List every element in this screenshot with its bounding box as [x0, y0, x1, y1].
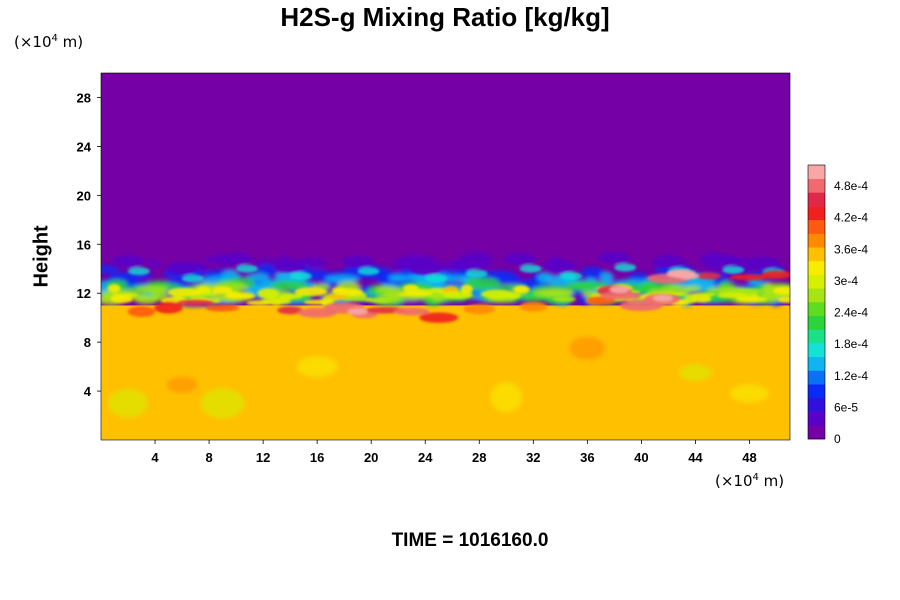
x-tick-label: 24 — [418, 450, 433, 465]
chart-title: H2S-g Mixing Ratio [kg/kg] — [280, 2, 610, 32]
x-tick-label: 40 — [634, 450, 648, 465]
y-unit-label: (×104 m) — [14, 33, 84, 51]
x-tick-label: 4 — [151, 450, 159, 465]
x-unit-label: (×104 m) — [715, 472, 785, 490]
colorbar-segment — [808, 411, 825, 426]
colorbar-segment — [808, 165, 825, 179]
y-tick-label: 4 — [84, 384, 92, 399]
colorbar-label: 1.2e-4 — [834, 369, 868, 383]
colorbar-segment — [808, 247, 825, 262]
colorbar-segment — [808, 397, 825, 412]
colorbar-label: 3e-4 — [834, 274, 858, 288]
colorbar: 0 6e-5 1.2e-4 1.8e-4 2.4e-4 3e-4 3.6e-4 4.2e-4 4… — [807, 164, 868, 446]
colorbar-segment — [808, 178, 825, 193]
lower-texture — [107, 336, 770, 419]
heatmap-field — [101, 73, 790, 440]
plot-frame — [100, 72, 791, 441]
colorbar-segment — [808, 233, 825, 248]
x-tick-label: 32 — [526, 450, 540, 465]
colorbar-label: 4.8e-4 — [834, 179, 868, 193]
time-label: TIME = 1016160.0 — [391, 530, 549, 551]
colorbar-segment — [808, 206, 825, 221]
x-tick-label: 28 — [472, 450, 486, 465]
x-tick-label: 36 — [580, 450, 594, 465]
colorbar-label: 3.6e-4 — [834, 242, 868, 256]
colorbar-segment — [808, 315, 825, 330]
colorbar-segment — [808, 425, 825, 440]
y-axis-ticks: 4 8 12 16 20 24 28 — [77, 90, 101, 399]
y-tick-label: 24 — [77, 139, 92, 154]
colorbar-segment — [808, 356, 825, 371]
colorbar-label: 1.8e-4 — [834, 337, 868, 351]
y-tick-label: 8 — [84, 335, 91, 350]
colorbar-label: 4.2e-4 — [834, 211, 868, 225]
y-tick-label: 28 — [77, 90, 91, 105]
colorbar-segment — [808, 343, 825, 358]
colorbar-segment — [808, 260, 825, 275]
colorbar-segment — [808, 370, 825, 385]
colorbar-segment — [808, 384, 825, 399]
x-tick-label: 16 — [310, 450, 324, 465]
colorbar-segment — [808, 192, 825, 207]
x-tick-label: 12 — [256, 450, 270, 465]
colorbar-segment — [808, 288, 825, 303]
y-tick-label: 12 — [77, 286, 91, 301]
x-tick-label: 48 — [742, 450, 756, 465]
colorbar-label: 0 — [834, 432, 841, 446]
colorbar-segment — [808, 329, 825, 344]
x-axis-ticks: 4 8 12 16 20 24 28 32 36 40 44 48 — [151, 440, 757, 465]
x-tick-label: 20 — [364, 450, 378, 465]
y-axis-label: Height — [30, 225, 53, 288]
x-tick-label: 44 — [688, 450, 703, 465]
colorbar-segment — [808, 219, 825, 234]
colorbar-label: 6e-5 — [834, 400, 858, 414]
colorbar-segment — [808, 274, 825, 289]
y-tick-label: 20 — [77, 188, 91, 203]
high-concentration — [127, 269, 790, 323]
colorbar-frame — [807, 164, 826, 440]
colorbar-segment — [808, 302, 825, 316]
x-tick-label: 8 — [205, 450, 212, 465]
y-tick-label: 16 — [77, 237, 91, 252]
colorbar-label: 2.4e-4 — [834, 306, 868, 320]
